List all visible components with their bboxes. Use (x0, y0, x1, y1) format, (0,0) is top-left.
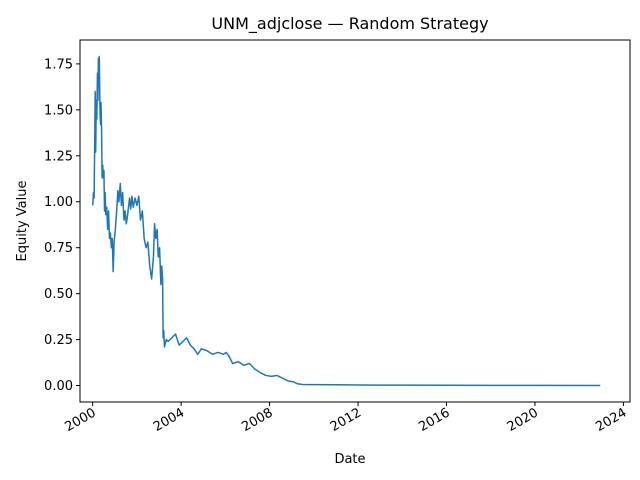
y-tick-label: 0.25 (44, 333, 73, 348)
y-tick-label: 0.00 (44, 379, 73, 394)
x-axis-label: Date (334, 452, 365, 467)
y-tick-label: 1.00 (44, 195, 73, 210)
y-tick-label: 1.75 (44, 57, 73, 72)
y-tick-label: 0.75 (44, 241, 73, 256)
y-tick-label: 0.50 (44, 287, 73, 302)
axes-frame (79, 39, 631, 403)
series-line-0 (92, 55, 601, 387)
chart-title: UNM_adjclose — Random Strategy (211, 14, 488, 34)
y-axis-label: Equity Value (15, 181, 30, 262)
y-tick-label: 1.50 (44, 103, 73, 118)
y-tick-label: 1.25 (44, 149, 73, 164)
